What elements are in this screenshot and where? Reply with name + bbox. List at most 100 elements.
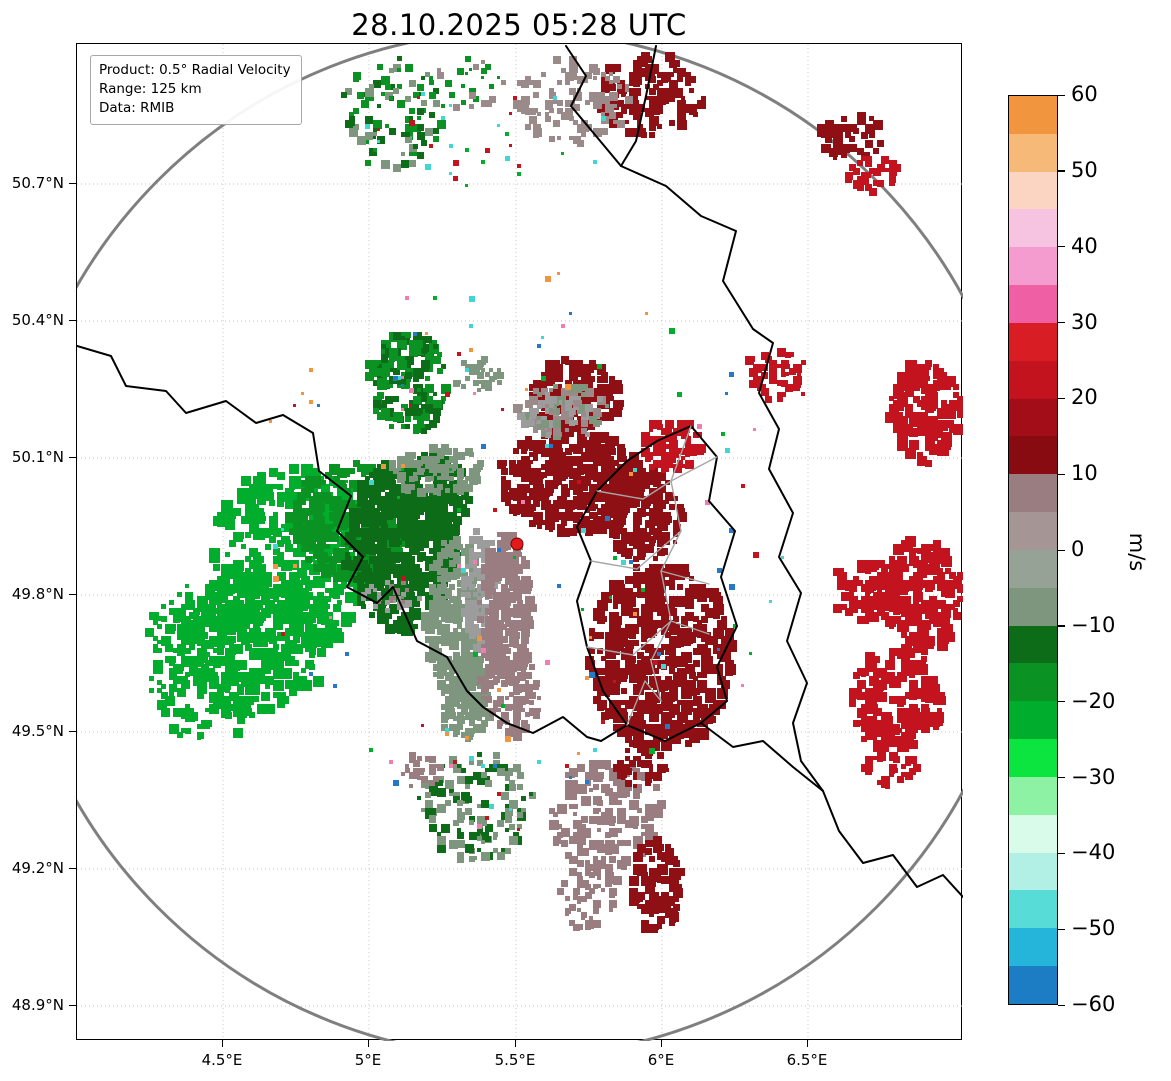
country-border [620,165,963,898]
y-tick-mark [69,730,76,732]
radar-location-dot [510,537,524,551]
colorbar-band [1009,398,1057,437]
colorbar-tick-label: −20 [1071,688,1116,713]
colorbar-tick-mark [1058,473,1065,475]
colorbar-tick-label: 0 [1071,537,1085,561]
colorbar-band [1009,436,1057,475]
country-border [586,620,672,656]
y-tick-label: 48.9°N [11,996,64,1014]
country-border [576,425,738,742]
colorbar-tick-mark [1058,777,1065,779]
colorbar-tick-label: 20 [1071,385,1098,410]
colorbar-band [1009,890,1057,929]
x-tick-mark [660,1040,662,1047]
country-border [620,45,657,167]
colorbar-tick-mark [1058,397,1065,400]
colorbar-band [1009,247,1057,286]
x-tick-mark [221,1040,223,1047]
colorbar-band [1009,663,1057,702]
colorbar-band [1009,171,1057,210]
colorbar-tick-mark [1058,246,1065,248]
country-border [77,345,628,742]
info-source: Data: RMIB [99,99,175,116]
colorbar-tick-label: 10 [1071,461,1098,486]
x-tick-label: 6°E [647,1051,675,1069]
colorbar-unit-label: m/s [1125,532,1150,572]
x-tick-mark [367,1040,369,1047]
x-tick-label: 5.5°E [494,1051,536,1069]
colorbar-tick-label: 60 [1071,82,1098,106]
colorbar-band [1009,474,1057,513]
y-tick-mark [69,867,76,869]
colorbar-band [1009,701,1057,740]
colorbar-band [1009,285,1057,323]
figure-title: 28.10.2025 05:28 UTC [351,8,687,42]
colorbar-tick-label: −50 [1071,916,1116,941]
country-border [596,456,718,500]
y-tick-mark [69,182,76,184]
country-border [565,45,622,167]
radar-dot-layer [510,537,524,551]
x-tick-label: 6.5°E [786,1051,828,1069]
country-border [590,530,682,570]
colorbar-band [1009,96,1057,134]
colorbar-tick-mark [1058,1004,1065,1006]
info-box: Product: 0.5° Radial Velocity Range: 125… [90,55,302,125]
info-product: Product: 0.5° Radial Velocity [99,62,291,78]
country-border [670,620,710,635]
colorbar [1008,95,1058,1005]
map-plot: Product: 0.5° Radial Velocity Range: 125… [76,43,963,1041]
borders-layer [77,45,963,898]
x-tick-label: 4.5°E [201,1051,243,1069]
colorbar-tick-mark [1058,94,1065,96]
colorbar-band [1009,966,1057,1004]
y-tick-mark [69,319,76,321]
colorbar-tick-mark [1058,322,1065,324]
y-tick-label: 50.4°N [11,311,64,329]
y-tick-label: 50.1°N [11,448,64,466]
y-tick-mark [69,593,76,595]
colorbar-band [1009,776,1057,815]
colorbar-tick-label: −10 [1071,612,1116,637]
y-tick-label: 50.7°N [11,174,64,192]
colorbar-tick-mark [1058,549,1065,551]
colorbar-tick-label: 40 [1071,233,1098,258]
x-tick-label: 5°E [354,1051,382,1069]
y-tick-mark [69,456,76,458]
x-tick-mark [514,1040,516,1047]
colorbar-tick-mark [1058,928,1065,930]
x-tick-mark [806,1040,808,1047]
y-tick-label: 49.5°N [11,722,64,740]
echo-layer [145,52,963,933]
colorbar-tick-mark [1058,170,1065,172]
colorbar-band [1009,512,1057,550]
colorbar-band [1009,852,1057,891]
colorbar-band [1009,133,1057,172]
colorbar-band [1009,549,1057,588]
colorbar-tick-label: 30 [1071,309,1098,334]
colorbar-tick-mark [1058,701,1065,703]
colorbar-band [1009,928,1057,967]
colorbar-tick-label: −60 [1071,992,1116,1016]
y-tick-mark [69,1004,76,1006]
colorbar-band [1009,739,1057,777]
colorbar-band [1009,625,1057,664]
colorbar-band [1009,209,1057,248]
map-canvas [77,44,963,1041]
colorbar-band [1009,587,1057,626]
colorbar-band [1009,322,1057,361]
colorbar-tick-label: −40 [1071,840,1116,865]
y-tick-label: 49.8°N [11,585,64,603]
colorbar-tick-mark [1058,852,1065,855]
colorbar-band [1009,814,1057,853]
colorbar-tick-label: −30 [1071,764,1116,789]
country-border [660,570,710,585]
y-tick-label: 49.2°N [11,859,64,877]
colorbar-tick-mark [1058,625,1065,627]
info-range: Range: 125 km [99,80,202,97]
colorbar-band [1009,360,1057,399]
country-border [626,680,662,726]
country-border [700,722,824,792]
colorbar-tick-label: 50 [1071,157,1098,182]
